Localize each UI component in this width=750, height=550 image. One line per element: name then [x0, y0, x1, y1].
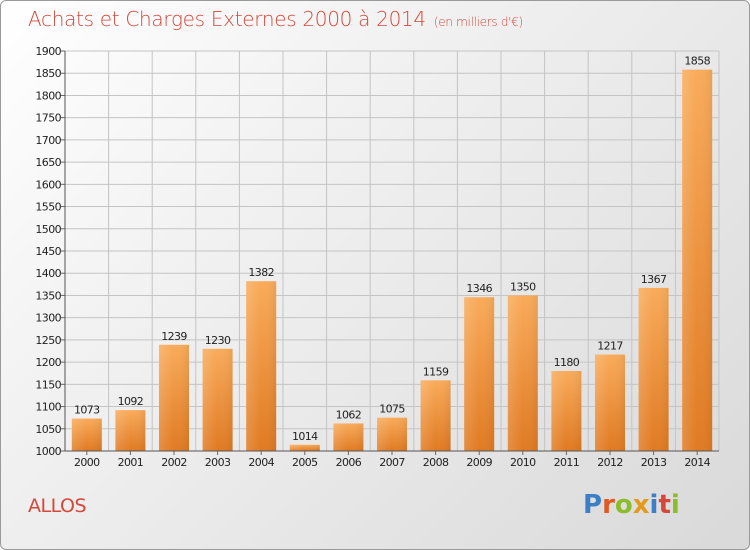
x-tick-label: 2000: [74, 456, 100, 469]
bar-shade: [507, 295, 538, 451]
x-tick-label: 2012: [597, 456, 623, 469]
bar-shade: [420, 380, 451, 451]
x-tick-label: 2005: [292, 456, 318, 469]
commune-name: ALLOS: [28, 495, 87, 517]
bars: 1073 1092 1239 1230 1382 1014 1062 1075 1159 1346…: [71, 55, 713, 452]
bar-shade: [377, 417, 407, 451]
bar-shade: [333, 423, 364, 451]
x-tick-label: 2001: [118, 456, 144, 469]
x-tick-label: 2004: [248, 456, 274, 469]
chart-title: Achats et Charges Externes 2000 à 2014 (e…: [28, 7, 523, 31]
bar-shade: [551, 371, 582, 451]
x-tick-label: 2007: [379, 456, 405, 469]
chart-title-main: Achats et Charges Externes 2000 à 2014: [28, 7, 426, 31]
y-tick-label: 1100: [35, 401, 61, 414]
data-label: 1239: [161, 330, 187, 343]
data-label: 1346: [466, 282, 492, 295]
y-tick-label: 1350: [35, 289, 61, 302]
data-label: 1230: [205, 334, 231, 347]
y-tick-label: 1800: [35, 89, 61, 102]
data-label: 1073: [74, 404, 100, 417]
logo-letter: i: [670, 490, 680, 520]
data-label: 1858: [684, 55, 710, 68]
data-label: 1217: [597, 340, 623, 353]
chart-title-unit: (en milliers d'€): [433, 15, 523, 29]
logo-letter: P: [583, 490, 603, 520]
y-tick-label: 1450: [35, 245, 61, 258]
data-label: 1092: [118, 395, 144, 408]
data-label: 1159: [423, 365, 449, 378]
y-tick-label: 1550: [35, 201, 61, 214]
x-tick-label: 2011: [554, 456, 580, 469]
bar-shade: [159, 344, 189, 451]
bar-shade: [638, 287, 669, 451]
data-label: 1350: [510, 280, 536, 293]
axes: 1000 1050 1100 1150 1200 1250 1300 1350 1400 1450…: [35, 45, 719, 469]
y-tick-label: 1400: [35, 267, 61, 280]
bar-shade: [682, 69, 713, 452]
x-tick-label: 2008: [423, 456, 449, 469]
y-tick-label: 1050: [35, 423, 61, 436]
x-tick-label: 2010: [510, 456, 536, 469]
y-tick-label: 1850: [35, 67, 61, 80]
y-tick-label: 1900: [35, 45, 61, 58]
y-tick-label: 1600: [35, 178, 61, 191]
x-tick-label: 2002: [161, 456, 187, 469]
y-tick-label: 1150: [35, 378, 61, 391]
y-tick-label: 1750: [35, 112, 61, 125]
bar-shade: [464, 297, 495, 451]
data-label: 1014: [292, 430, 318, 443]
logo-letter: r: [602, 490, 615, 520]
x-tick-label: 2014: [684, 456, 710, 469]
logo-letter: x: [632, 490, 650, 520]
bar-shade: [71, 418, 102, 451]
y-tick-label: 1200: [35, 356, 61, 369]
bar-shade: [202, 348, 233, 451]
bar-shade: [595, 354, 625, 451]
bar-shade: [115, 410, 146, 451]
x-tick-label: 2003: [205, 456, 231, 469]
y-tick-label: 1500: [35, 223, 61, 236]
x-tick-label: 2013: [641, 456, 667, 469]
data-label: 1062: [336, 408, 362, 421]
data-label: 1180: [554, 356, 580, 369]
logo-letter: o: [614, 490, 633, 520]
logo-letter: t: [658, 490, 671, 520]
y-tick-label: 1650: [35, 156, 61, 169]
y-tick-label: 1700: [35, 134, 61, 147]
bar-shade: [289, 444, 320, 451]
proxiti-logo: Proxiti: [583, 490, 680, 520]
y-tick-label: 1000: [35, 445, 61, 458]
bar-shade: [246, 281, 277, 451]
x-tick-label: 2009: [466, 456, 492, 469]
x-tick-label: 2006: [336, 456, 362, 469]
data-label: 1382: [248, 266, 274, 279]
logo-letter: i: [649, 490, 659, 520]
data-label: 1075: [379, 403, 405, 416]
y-tick-label: 1300: [35, 312, 61, 325]
y-tick-label: 1250: [35, 334, 61, 347]
data-label: 1367: [641, 273, 667, 286]
